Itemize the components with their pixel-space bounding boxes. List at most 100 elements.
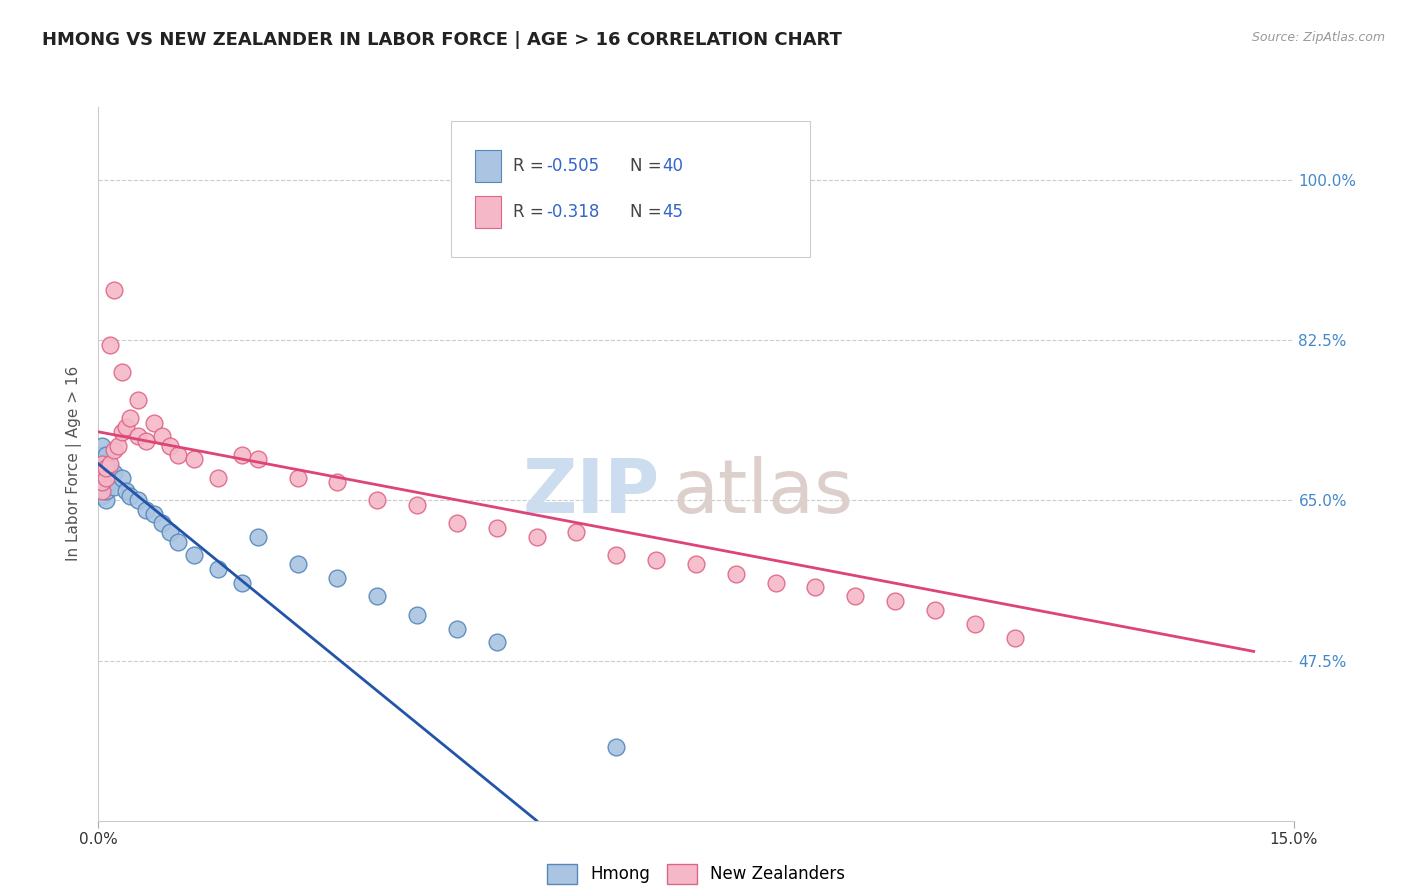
Text: N =: N =	[630, 157, 666, 175]
Point	[127, 392, 149, 407]
Point	[91, 466, 114, 480]
Point	[645, 553, 668, 567]
Point	[91, 448, 114, 462]
Point	[96, 466, 118, 480]
Point	[246, 530, 269, 544]
Text: 40: 40	[662, 157, 683, 175]
Point	[167, 448, 190, 462]
Point	[115, 484, 138, 499]
Point	[246, 452, 269, 467]
Point	[96, 475, 118, 490]
Point	[406, 498, 429, 512]
Point	[111, 365, 134, 379]
Point	[91, 461, 114, 475]
Point	[91, 489, 114, 503]
Point	[91, 470, 114, 484]
Point	[91, 480, 114, 494]
Text: ZIP: ZIP	[523, 456, 661, 529]
Bar	[475, 150, 501, 182]
Point	[366, 590, 388, 604]
Point	[150, 429, 173, 443]
Point	[96, 457, 118, 471]
Text: Source: ZipAtlas.com: Source: ZipAtlas.com	[1251, 31, 1385, 45]
Point	[207, 562, 229, 576]
Point	[120, 411, 142, 425]
Point	[231, 575, 253, 590]
Point	[143, 507, 166, 521]
Point	[605, 549, 627, 563]
Point	[231, 448, 253, 462]
Point	[963, 616, 986, 631]
Point	[287, 558, 309, 572]
Point	[96, 470, 118, 484]
Point	[91, 438, 114, 452]
Point	[98, 338, 122, 352]
Point	[135, 434, 157, 448]
Point	[207, 470, 229, 484]
Point	[107, 438, 129, 452]
Point	[96, 448, 118, 462]
Point	[98, 457, 122, 471]
Point	[724, 566, 747, 581]
Point	[96, 484, 118, 499]
Point	[924, 603, 946, 617]
Bar	[475, 196, 501, 228]
Point	[91, 475, 114, 490]
Point	[103, 443, 125, 458]
Y-axis label: In Labor Force | Age > 16: In Labor Force | Age > 16	[66, 367, 83, 561]
Text: N =: N =	[630, 203, 666, 221]
Point	[183, 452, 205, 467]
Point	[765, 575, 787, 590]
Point	[111, 470, 134, 484]
Point	[150, 516, 173, 531]
Point	[91, 484, 114, 499]
Text: atlas: atlas	[672, 456, 853, 529]
Point	[103, 466, 125, 480]
Point	[159, 438, 181, 452]
Point	[103, 480, 125, 494]
Point	[91, 466, 114, 480]
Text: R =: R =	[513, 203, 550, 221]
Point	[96, 493, 118, 508]
Point	[135, 502, 157, 516]
Point	[565, 525, 588, 540]
Text: 45: 45	[662, 203, 683, 221]
Point	[1004, 631, 1026, 645]
Point	[127, 429, 149, 443]
Point	[326, 571, 349, 585]
Point	[120, 489, 142, 503]
Text: R =: R =	[513, 157, 550, 175]
Point	[91, 484, 114, 499]
Point	[446, 622, 468, 636]
Point	[111, 425, 134, 439]
Point	[844, 590, 866, 604]
Point	[91, 457, 114, 471]
Point	[103, 283, 125, 297]
Point	[526, 530, 548, 544]
Point	[485, 635, 508, 649]
Point	[143, 416, 166, 430]
Point	[685, 558, 707, 572]
Point	[485, 521, 508, 535]
Text: -0.318: -0.318	[547, 203, 600, 221]
Text: HMONG VS NEW ZEALANDER IN LABOR FORCE | AGE > 16 CORRELATION CHART: HMONG VS NEW ZEALANDER IN LABOR FORCE | …	[42, 31, 842, 49]
Point	[98, 461, 122, 475]
Point	[167, 534, 190, 549]
Point	[406, 607, 429, 622]
Point	[127, 493, 149, 508]
Point	[96, 461, 118, 475]
Point	[115, 420, 138, 434]
Text: -0.505: -0.505	[547, 157, 600, 175]
Point	[605, 740, 627, 755]
Point	[91, 457, 114, 471]
Point	[446, 516, 468, 531]
FancyBboxPatch shape	[451, 121, 810, 257]
Point	[366, 493, 388, 508]
Point	[884, 594, 907, 608]
Point	[91, 475, 114, 490]
Point	[326, 475, 349, 490]
Point	[183, 549, 205, 563]
Legend: Hmong, New Zealanders: Hmong, New Zealanders	[540, 857, 852, 891]
Point	[287, 470, 309, 484]
Point	[98, 475, 122, 490]
